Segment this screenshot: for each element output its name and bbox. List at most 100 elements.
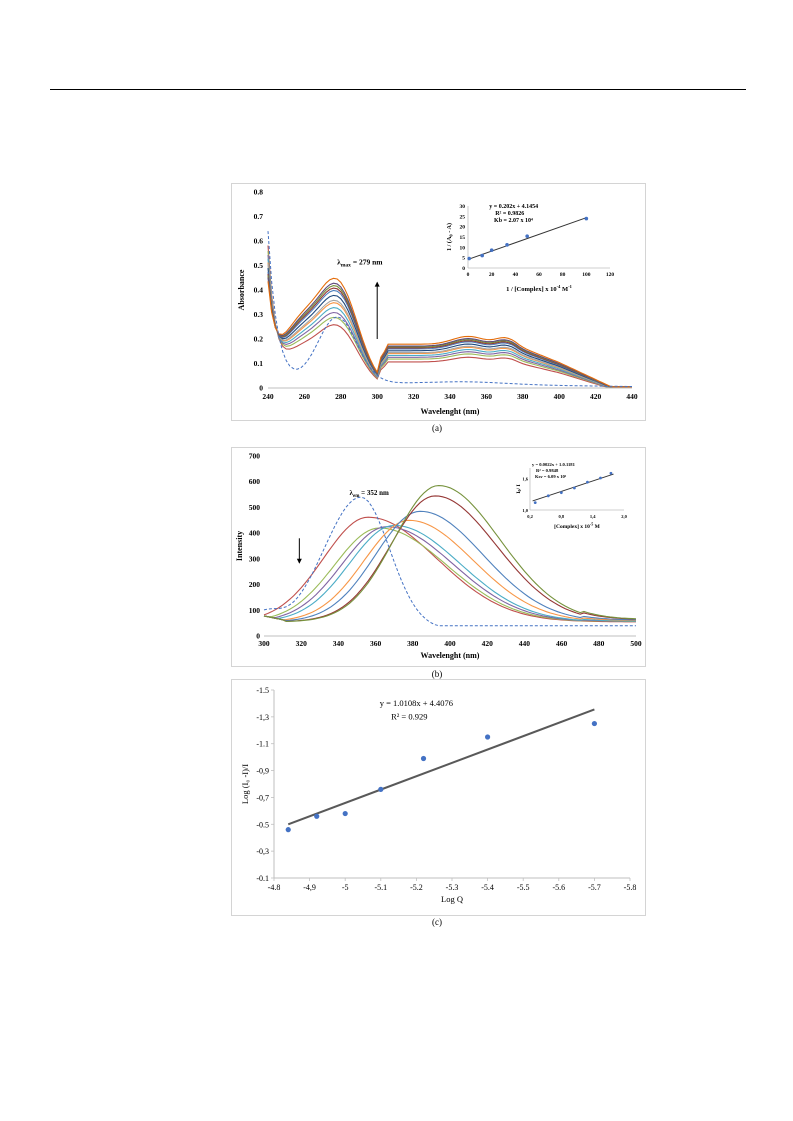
y-tick-label: 700 — [249, 452, 261, 461]
inset-x-tick-label: 120 — [606, 272, 615, 278]
inset-y-title-tail: - A) — [446, 223, 453, 234]
x-tick-label: 460 — [556, 639, 568, 648]
data-point — [342, 810, 348, 817]
inset-x-title-unit: M — [593, 524, 600, 530]
x-tick-label: 360 — [481, 392, 493, 401]
lambda-subscript: max — [341, 262, 351, 268]
y-tick-label: 0.8 — [254, 188, 264, 197]
inset-data-point — [525, 234, 529, 238]
data-point — [378, 786, 384, 792]
emission-spectrum-line — [263, 516, 636, 623]
inset-y-tick-label: 10 — [460, 245, 466, 251]
y-tick-label: 0 — [259, 384, 263, 393]
inset-kb: Kb = 2.07 x 10⁴ — [494, 218, 533, 224]
y-tick-label: 0.2 — [254, 335, 264, 344]
stern-volmer-log-chart: -4.8 -4,9 -5 -5.1 -5.2 -5.3 -5.4 -5.5 -5.6 -5.7 -5… — [240, 686, 637, 904]
data-point — [314, 813, 320, 819]
emission-spectrum-line — [263, 524, 636, 622]
x-tick-label: 420 — [590, 392, 602, 401]
inset-data-point — [533, 501, 537, 505]
free-ligand-dashed-line — [267, 231, 632, 387]
inset-x-title-unit: M — [560, 286, 568, 293]
x-tick-label: -5.4 — [481, 883, 494, 892]
inset-data-point — [584, 216, 589, 221]
panel-a: 240 260 280 300 320 340 360 380 400 420 440 0 0.1 0.2… — [231, 183, 646, 421]
inset-x-title-main: 1 / [Complex] x 10 — [506, 286, 557, 293]
inset-x-tick-label: 0,2 — [527, 514, 533, 519]
y-tick-label: 0.4 — [254, 286, 264, 295]
inset-data-point — [505, 243, 509, 247]
inset-y-axis-title: 1 / (A0 - A) — [446, 223, 454, 251]
fit-r2: R² = 0.929 — [391, 712, 427, 722]
absorbance-spectrum-line — [267, 245, 632, 388]
x-tick-label: -5.8 — [624, 883, 637, 892]
inset-ksv: Ksv = 6.09 x 10³ — [535, 474, 567, 479]
x-tick-label: 500 — [630, 639, 642, 648]
y-tick-label: -0,9 — [256, 767, 269, 776]
inset-x-tick-label: 60 — [536, 272, 542, 278]
panel-b: 300 320 340 360 380 400 420 440 460 480 500 0 100 200… — [231, 447, 646, 667]
y-tick-label: 0.7 — [254, 212, 264, 221]
inset-x-title-sup: -4 — [557, 284, 561, 289]
caption-c: (c) — [432, 917, 442, 927]
absorbance-spectrum-line — [267, 268, 632, 388]
absorbance-spectrum-line — [267, 277, 632, 388]
data-point — [285, 827, 291, 833]
x-tick-label: -4,9 — [303, 883, 316, 892]
x-tick-label: -5.5 — [517, 883, 530, 892]
inset-x-tick-label: 40 — [513, 272, 519, 278]
inset-y-title-tail: / I — [516, 484, 522, 490]
inset-r2: R² = 0.9848 — [536, 468, 559, 473]
inset-x-title-unit-sup: -1 — [568, 284, 572, 289]
x-tick-label: 440 — [626, 392, 638, 401]
y-tick-label: 0.5 — [254, 261, 264, 270]
y-axis-title: Log (I₀ -I)/I — [240, 764, 250, 804]
y-tick-label: -0,7 — [256, 793, 269, 802]
x-tick-label: 380 — [407, 639, 419, 648]
x-axis-title: Wavelenght (nm) — [421, 407, 480, 416]
x-tick-label: -5 — [342, 883, 349, 892]
x-tick-label: 320 — [296, 639, 308, 648]
increase-arrow-head — [374, 281, 380, 287]
inset-r2: R² = 0.9826 — [495, 211, 524, 217]
y-tick-label: -1.1 — [256, 740, 269, 749]
y-tick-label: 0.1 — [254, 359, 264, 368]
inset-y-tick-label: 0 — [462, 266, 465, 272]
inset-y-title-main: I — [516, 491, 522, 493]
inset-x-title-main: [Complex] x 10 — [554, 524, 590, 530]
y-tick-label: 500 — [249, 503, 261, 512]
emission-spectrum-line — [263, 485, 637, 623]
y-tick-label: 200 — [249, 580, 261, 589]
y-tick-label: -1.5 — [256, 686, 269, 695]
inset-x-tick-label: 1,4 — [590, 514, 596, 519]
inset-data-point — [480, 253, 484, 258]
caption-b: (b) — [431, 669, 443, 679]
x-tick-label: 480 — [593, 639, 605, 648]
x-tick-label: 360 — [370, 639, 382, 648]
x-axis-title: Wavelenght (nm) — [421, 651, 480, 660]
fit-line — [287, 708, 595, 826]
x-tick-label: -5.3 — [446, 883, 459, 892]
inset-y-title-sub: 0 — [517, 489, 522, 491]
inset-data-point — [489, 248, 494, 253]
x-tick-label: 240 — [262, 392, 274, 401]
y-tick-label: -0.5 — [256, 820, 269, 829]
absorbance-spectrum-line — [267, 251, 632, 388]
lambda-symbol: λ — [350, 489, 354, 497]
absorbance-spectrum-line — [267, 277, 632, 388]
fit-equation: y = 1.0108x + 4.4076 — [380, 698, 453, 708]
absorbance-chart: 240 260 280 300 320 340 360 380 400 420 44000.10.2… — [237, 188, 638, 417]
panel-c: -4.8 -4,9 -5 -5.1 -5.2 -5.3 -5.4 -5.5 -5.6 -5.7 -5… — [231, 679, 646, 916]
lambda-symbol: λ — [337, 257, 341, 266]
inset-y-title-main: 1 / (A — [446, 236, 453, 251]
inset-y-tick-label: 15 — [460, 235, 466, 241]
inset-y-tick-label: 5 — [462, 256, 465, 262]
page-header-rule — [50, 89, 746, 90]
inset-y-title-sub: 0 — [449, 234, 454, 237]
inset-data-point — [599, 476, 602, 480]
inset-y-tick-label: 1,6 — [522, 477, 528, 482]
x-tick-label: 300 — [372, 392, 384, 401]
data-point — [485, 734, 491, 740]
x-tick-label: 400 — [554, 392, 566, 401]
y-tick-label: 600 — [249, 477, 261, 486]
